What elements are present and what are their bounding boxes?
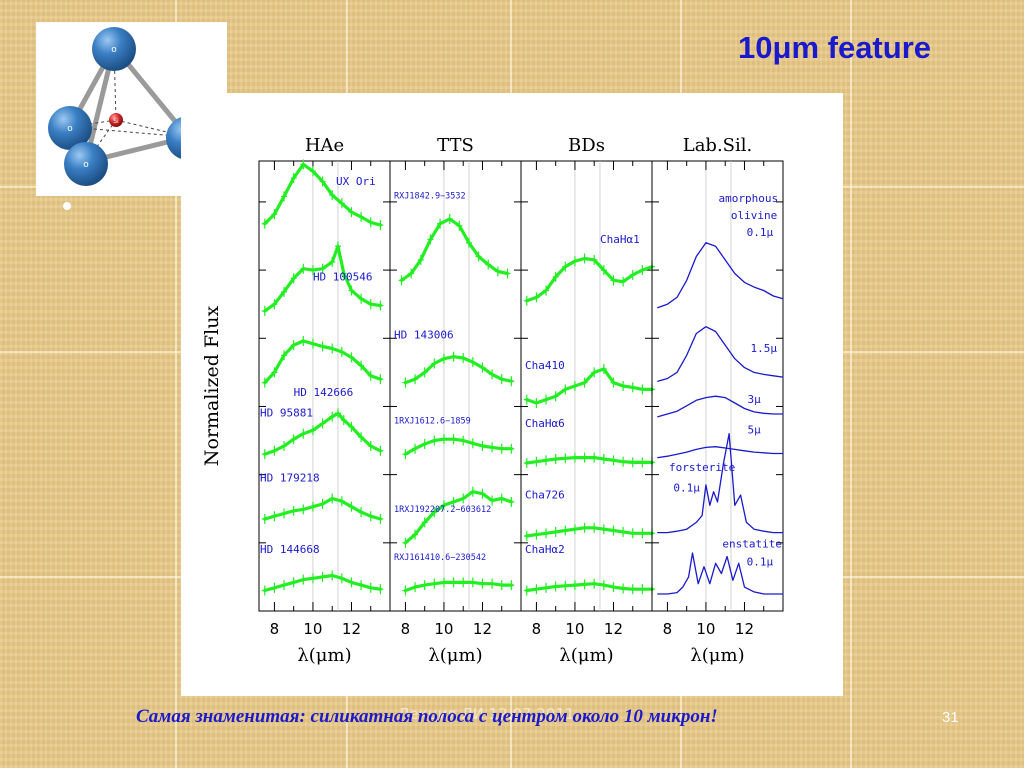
footer-text: Лекция ЛИ 12.07.2011 [398, 705, 575, 723]
panel-title: TTS [437, 135, 474, 156]
atom-label-o: o [111, 45, 117, 55]
silicon-atom [109, 113, 123, 127]
lab-annotation: 3μ [747, 393, 761, 406]
x-axis-label: λ(μm) [690, 645, 744, 666]
series-label: 1RXJ192207.2−603612 [394, 505, 491, 515]
series-line [657, 326, 784, 382]
series-label: ChaHα1 [600, 233, 640, 246]
lab-annotation: 0.1μ [747, 555, 774, 568]
series-label: ChaHα6 [525, 417, 565, 430]
lab-annotation: amorphous [719, 192, 779, 205]
series-label: HD 95881 [260, 407, 313, 420]
slide-title: 10μm feature [738, 30, 931, 65]
series-label: UX Ori [336, 175, 376, 188]
x-tick-label: 8 [663, 620, 673, 638]
series-line [403, 490, 513, 545]
panel-frame [389, 160, 522, 612]
series-line [657, 395, 784, 418]
bullet-point [63, 202, 71, 210]
x-tick-label: 8 [401, 620, 411, 638]
x-tick-label: 8 [532, 620, 542, 638]
series-line [657, 242, 784, 309]
panel-title: HAe [305, 135, 344, 156]
series-label: HD 143006 [394, 328, 454, 341]
x-axis-label: λ(μm) [559, 645, 613, 666]
series-label: 1RXJ1612.6−1859 [394, 417, 471, 427]
series-label: HD 100546 [313, 270, 373, 283]
oxygen-atom-left [48, 106, 92, 150]
x-axis-label: λ(μm) [297, 645, 351, 666]
lab-annotation: enstatite [722, 538, 782, 551]
atom-label-si: Si [113, 118, 119, 125]
series-line [657, 433, 784, 534]
series-line [525, 256, 654, 303]
series-label: Cha726 [525, 489, 565, 502]
lab-annotation: 1.5μ [750, 342, 777, 355]
series-label: ChaHα2 [525, 543, 565, 556]
silicate-spectra-chart: Normalized Flux 8 10 12 HAe λ(μm) UX Ori HD 100… [201, 135, 784, 666]
series-label: HD 179218 [260, 471, 320, 484]
spectra-figure: Normalized Flux 8 10 12 HAe λ(μm) UX Ori HD 100… [181, 93, 843, 696]
x-tick-label: 12 [473, 620, 492, 638]
x-axis-label: λ(μm) [428, 645, 482, 666]
x-tick-label: 10 [696, 620, 715, 638]
series-line [403, 355, 513, 385]
panel-title: BDs [568, 135, 605, 156]
lab-annotation: olivine [731, 209, 777, 222]
panel-frame [651, 160, 784, 612]
series-line [403, 437, 513, 456]
x-tick-label: 12 [735, 620, 754, 638]
series-label: RXJ1842.9−3532 [394, 192, 466, 202]
x-tick-label: 10 [434, 620, 453, 638]
y-axis-label: Normalized Flux [201, 306, 223, 467]
atom-label-o: o [83, 160, 89, 170]
x-tick-label: 12 [342, 620, 361, 638]
x-tick-label: 10 [565, 620, 584, 638]
series-label: Cha410 [525, 359, 565, 372]
page-number: 31 [942, 709, 959, 726]
panel-title: Lab.Sil. [683, 135, 753, 156]
series-line [263, 411, 382, 456]
lab-annotation: forsterite [669, 461, 735, 474]
series-line [263, 244, 382, 313]
series-label: HD 142666 [294, 386, 354, 399]
lab-annotation: 0.1μ [747, 226, 774, 239]
x-tick-label: 10 [303, 620, 322, 638]
lab-annotation: 5μ [747, 424, 761, 437]
series-line [400, 217, 510, 282]
oxygen-atom-front [64, 142, 108, 186]
series-line [657, 552, 784, 595]
lab-annotation: 0.1μ [673, 482, 700, 495]
series-line [657, 446, 784, 459]
series-line [263, 162, 382, 227]
series-label: RXJ161410.6−230542 [394, 553, 486, 563]
series-label: HD 144668 [260, 543, 320, 556]
x-tick-label: 12 [604, 620, 623, 638]
atom-label-o: o [67, 124, 73, 134]
x-tick-label: 8 [270, 620, 280, 638]
slide-caption: Самая знаменитая: силикатная полоса с це… [136, 706, 718, 727]
series-line [403, 580, 513, 593]
oxygen-atom-top [92, 27, 136, 71]
